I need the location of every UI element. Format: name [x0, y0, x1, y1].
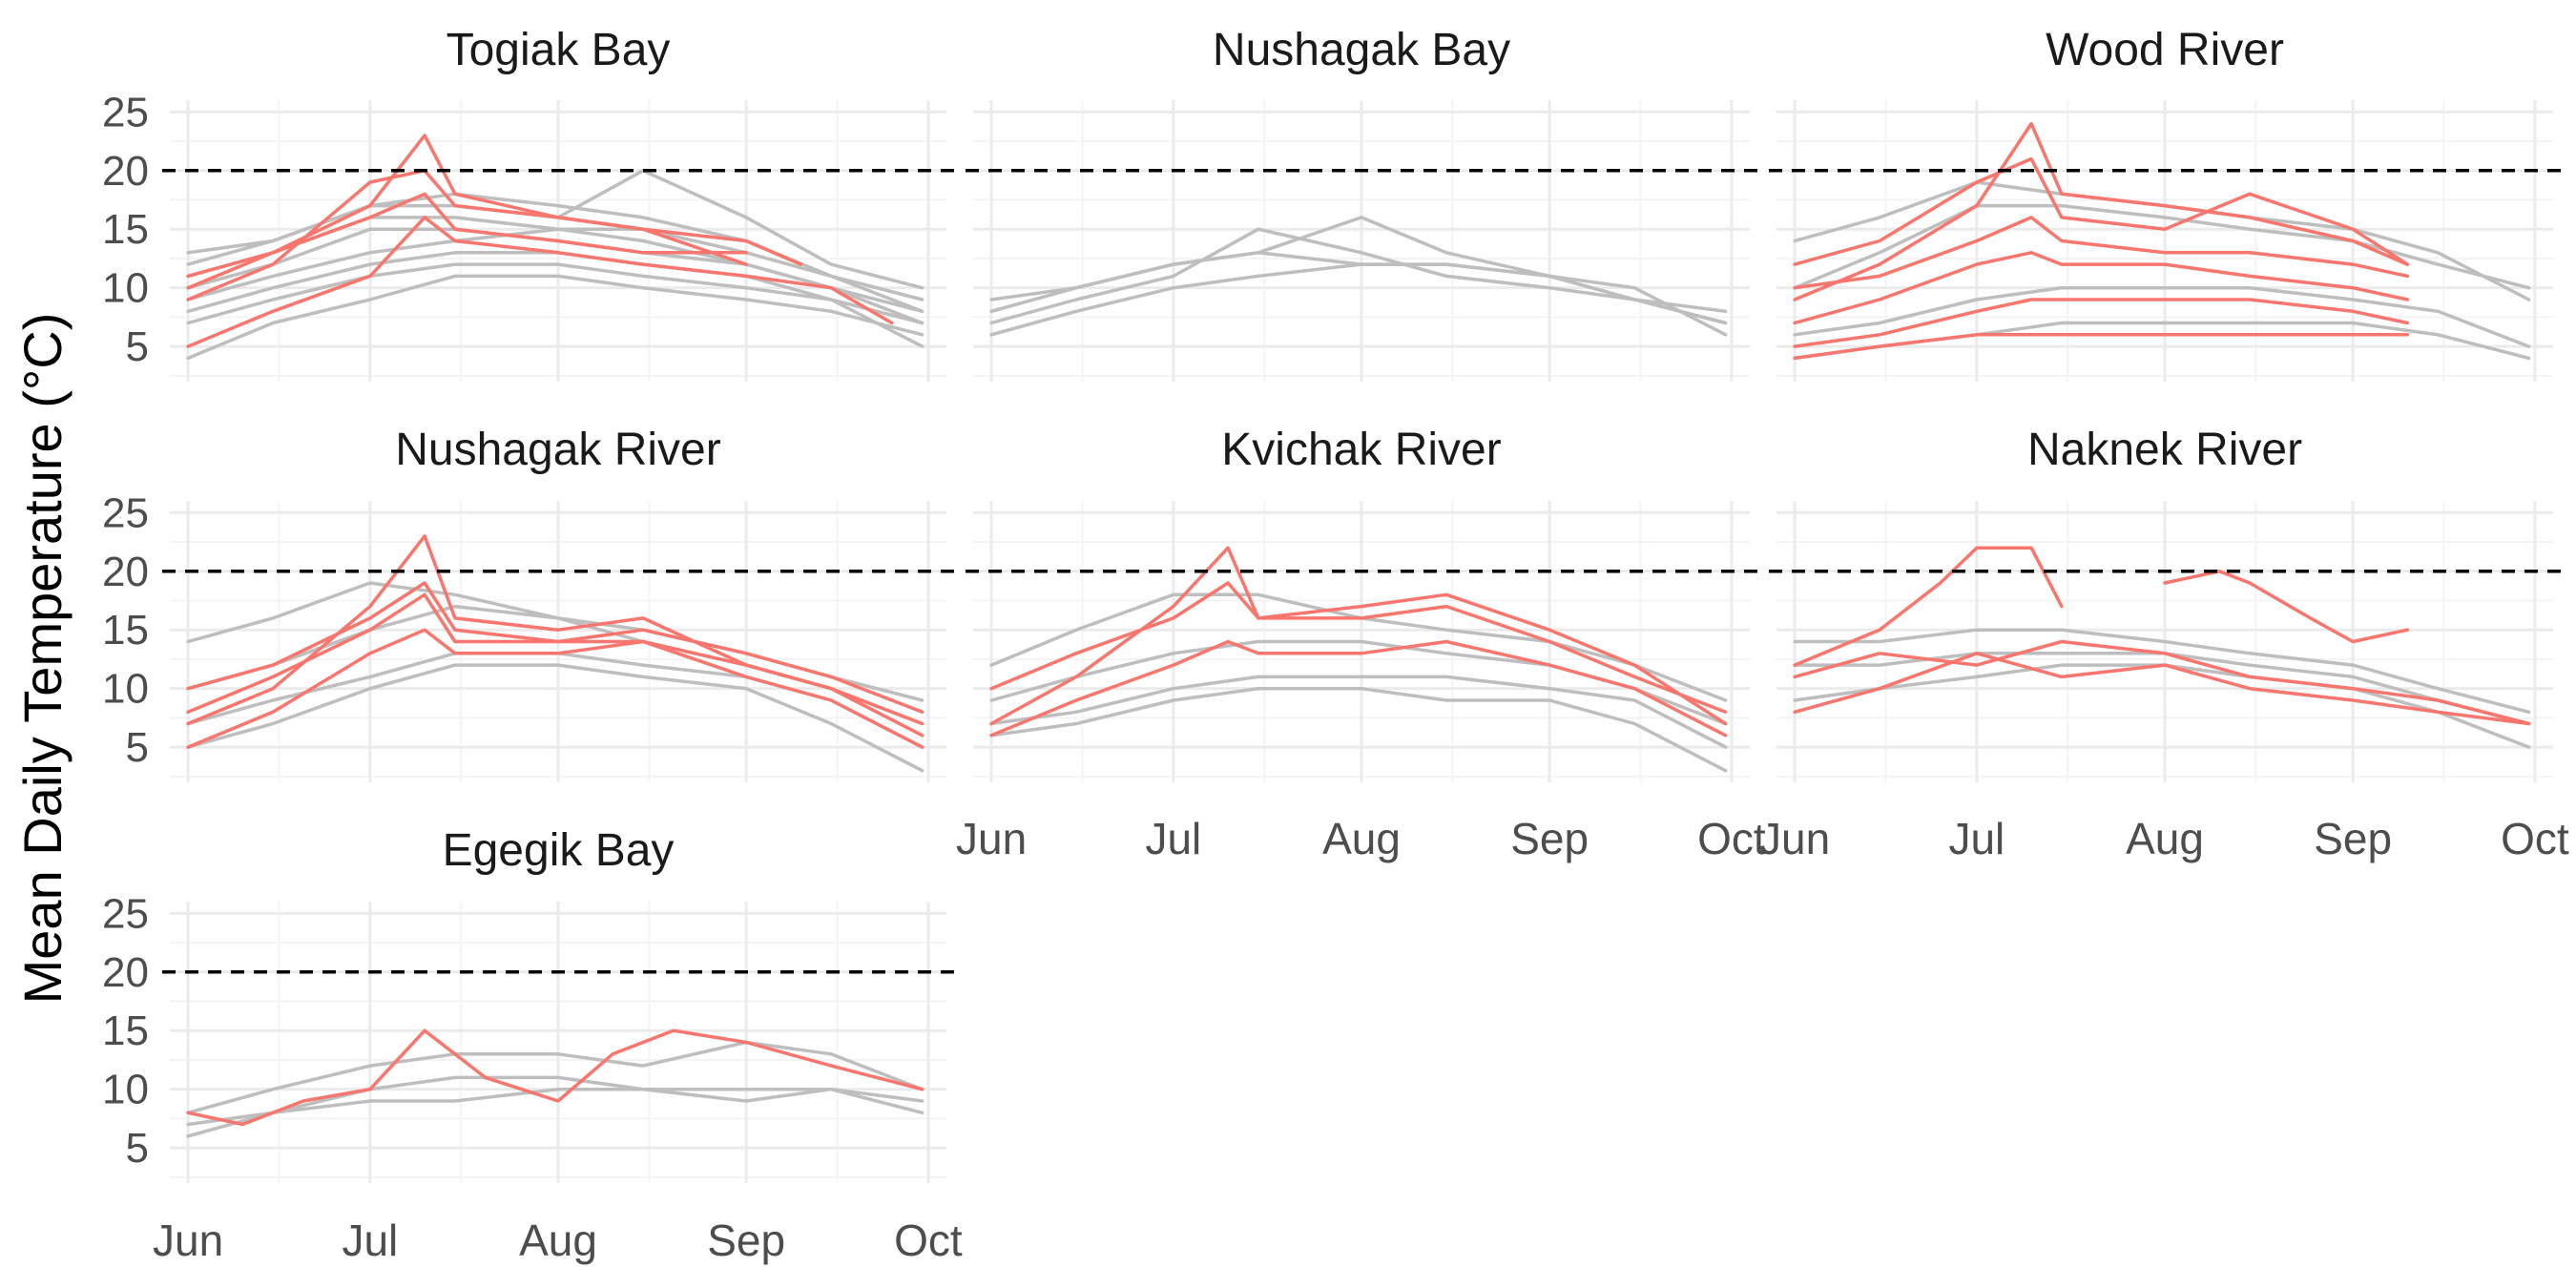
red-series-line [2163, 570, 2410, 644]
red-series-line [186, 592, 924, 726]
gray-series-line [989, 686, 1728, 773]
x-tick-label: Sep [2314, 814, 2392, 863]
x-tick-label: Oct [894, 1215, 963, 1265]
y-tick-label: 20 [102, 549, 149, 595]
red-series-line [186, 169, 748, 301]
y-axis-title: Mean Daily Temperature (°C) [12, 313, 73, 1005]
red-series-line [186, 216, 894, 348]
facet-panel: Togiak Bay 5 10 15 20 25 [102, 25, 954, 382]
gray-series-line [186, 274, 924, 361]
gray-series-line [989, 227, 1728, 325]
x-tick-label: Jul [342, 1215, 398, 1265]
y-tick-label: 5 [126, 724, 149, 771]
x-tick-label: Jun [153, 1215, 223, 1265]
facet-panel: Kvichak River Jun Jul Aug Sep Oct [956, 425, 1766, 863]
red-series-line [186, 1028, 924, 1127]
red-series-line [1793, 251, 2410, 325]
gray-series-line [186, 1075, 924, 1127]
red-series-line [989, 581, 1728, 715]
x-tick-label: Oct [1697, 814, 1766, 863]
x-tick-label: Jun [1759, 814, 1830, 863]
gray-series-line [186, 227, 924, 325]
red-series-line [186, 534, 924, 737]
red-series-line [989, 546, 1728, 726]
y-tick-label: 20 [102, 949, 149, 996]
facet-panel: Wood River [1769, 25, 2561, 382]
gray-series-line [186, 1040, 924, 1115]
y-tick-label: 10 [102, 666, 149, 713]
red-series-line [1793, 333, 2410, 361]
gray-series-line [1793, 285, 2531, 348]
x-tick-label: Sep [707, 1215, 785, 1265]
red-series-line [186, 628, 924, 749]
x-tick-label: Aug [2126, 814, 2204, 863]
red-series-line [1793, 546, 2064, 667]
facet-panel: Egegik Bay 5 10 15 20 25 Jun Jul Aug Sep Oct [102, 825, 963, 1265]
y-tick-label: 20 [102, 148, 149, 195]
y-tick-label: 15 [102, 607, 149, 654]
facet-title: Naknek River [2027, 425, 2302, 475]
facet-title: Egegik Bay [443, 825, 675, 876]
x-tick-label: Jul [1145, 814, 1201, 863]
gray-series-line [1793, 628, 2531, 715]
facet-panel: Naknek River Jun Jul Aug Sep Oct [1759, 425, 2569, 863]
facet-title: Nushagak River [395, 425, 721, 475]
gray-series-line [186, 262, 924, 348]
red-series-line [186, 192, 748, 279]
x-tick-label: Oct [2501, 814, 2569, 863]
gray-series-line [186, 663, 924, 773]
gray-series-line [989, 216, 1728, 325]
facet-panel: Nushagak Bay [966, 25, 1757, 382]
y-tick-label: 25 [102, 489, 149, 536]
y-tick-label: 15 [102, 206, 149, 253]
gray-series-line [1793, 203, 2531, 290]
gray-series-line [989, 675, 1728, 749]
y-tick-label: 15 [102, 1008, 149, 1054]
red-series-line [1793, 216, 2410, 290]
facet-title: Togiak Bay [447, 25, 671, 75]
x-tick-label: Aug [519, 1215, 597, 1265]
gray-series-line [186, 1087, 924, 1138]
facet-title: Nushagak Bay [1213, 25, 1510, 75]
y-tick-label: 5 [126, 1125, 149, 1172]
y-tick-label: 5 [126, 323, 149, 370]
red-series-line [1793, 652, 2531, 726]
y-tick-label: 25 [102, 890, 149, 937]
red-series-line [186, 581, 924, 715]
y-tick-label: 10 [102, 265, 149, 312]
facets-layer: Togiak Bay 5 10 15 20 25 Nushagak Bay Wood Rive… [102, 25, 2569, 1265]
facet-panel: Nushagak River 5 10 15 20 25 [102, 425, 954, 782]
y-tick-label: 10 [102, 1067, 149, 1113]
x-tick-label: Aug [1322, 814, 1401, 863]
facet-title: Kvichak River [1221, 425, 1501, 475]
red-series-line [989, 639, 1728, 737]
x-tick-label: Jul [1948, 814, 2005, 863]
red-series-line [1793, 639, 2531, 726]
red-series-line [1793, 121, 2410, 301]
x-tick-label: Sep [1510, 814, 1589, 863]
y-tick-label: 25 [102, 89, 149, 135]
x-tick-label: Jun [956, 814, 1027, 863]
gray-series-line [1793, 663, 2531, 749]
facet-title: Wood River [2046, 25, 2284, 75]
red-series-line [1793, 298, 2410, 348]
red-series-line [1793, 156, 2410, 266]
gray-series-line [989, 262, 1728, 337]
